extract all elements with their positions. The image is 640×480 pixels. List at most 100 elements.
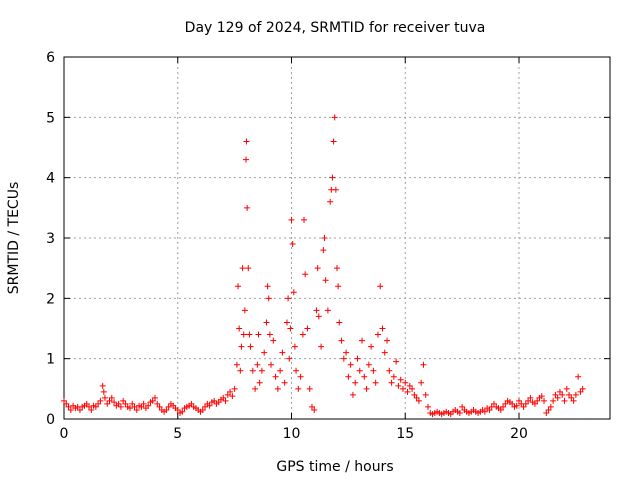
data-point bbox=[247, 343, 254, 350]
data-point bbox=[279, 349, 286, 356]
data-point bbox=[500, 403, 507, 410]
data-point bbox=[490, 400, 497, 407]
data-point bbox=[420, 361, 427, 368]
data-point bbox=[563, 385, 570, 392]
data-point bbox=[329, 174, 336, 181]
y-tick-label: 4 bbox=[46, 171, 55, 187]
data-point bbox=[297, 373, 304, 380]
data-point bbox=[575, 373, 582, 380]
data-point bbox=[149, 397, 156, 404]
y-axis-label: SRMTID / TECUs bbox=[6, 182, 22, 295]
data-point bbox=[76, 406, 83, 413]
data-point bbox=[377, 283, 384, 290]
data-point bbox=[306, 385, 313, 392]
data-point bbox=[287, 325, 294, 332]
data-point bbox=[285, 295, 292, 302]
data-point bbox=[352, 379, 359, 386]
data-point bbox=[211, 397, 218, 404]
data-point bbox=[379, 325, 386, 332]
data-point bbox=[525, 397, 532, 404]
data-point bbox=[106, 397, 113, 404]
data-point bbox=[531, 400, 538, 407]
data-point bbox=[538, 393, 545, 400]
data-point bbox=[238, 343, 245, 350]
data-point bbox=[509, 400, 516, 407]
y-tick-label: 2 bbox=[46, 291, 55, 307]
data-point bbox=[131, 403, 138, 410]
data-point bbox=[552, 391, 559, 398]
data-point bbox=[513, 402, 520, 409]
data-point bbox=[179, 408, 186, 415]
data-point bbox=[577, 388, 584, 395]
data-point bbox=[334, 265, 340, 272]
y-tick-label: 1 bbox=[46, 352, 55, 368]
data-point bbox=[117, 403, 124, 410]
data-point bbox=[311, 406, 318, 413]
y-tick-label: 3 bbox=[46, 231, 55, 247]
data-point bbox=[249, 367, 256, 374]
data-point bbox=[397, 376, 404, 383]
data-point bbox=[356, 367, 363, 374]
x-axis-tick-labels: 0 5 10 15 20 bbox=[60, 426, 528, 442]
x-tick-label: 15 bbox=[396, 426, 414, 442]
data-point bbox=[254, 361, 261, 368]
data-point bbox=[163, 406, 170, 413]
data-point bbox=[343, 349, 350, 356]
data-point bbox=[497, 406, 504, 413]
data-point bbox=[281, 379, 288, 386]
data-point bbox=[206, 402, 213, 409]
data-point bbox=[152, 394, 158, 401]
data-point bbox=[425, 403, 431, 410]
data-point bbox=[252, 385, 259, 392]
grid-lines bbox=[64, 57, 610, 419]
data-point bbox=[402, 379, 409, 386]
data-point bbox=[265, 295, 272, 302]
data-point bbox=[456, 409, 463, 416]
data-point bbox=[406, 382, 413, 389]
data-point bbox=[165, 403, 172, 410]
data-point bbox=[502, 400, 509, 407]
data-point bbox=[188, 400, 195, 407]
data-point bbox=[67, 406, 74, 413]
data-point bbox=[338, 337, 345, 344]
x-axis-label: GPS time / hours bbox=[276, 459, 393, 475]
data-point bbox=[244, 204, 251, 211]
data-point bbox=[156, 403, 163, 410]
data-point bbox=[336, 319, 343, 326]
data-point bbox=[332, 186, 339, 193]
data-point bbox=[227, 388, 234, 395]
data-point bbox=[65, 403, 72, 410]
data-point bbox=[486, 406, 493, 413]
y-tick-label: 5 bbox=[46, 110, 55, 126]
data-point bbox=[301, 216, 308, 223]
x-tick-label: 0 bbox=[60, 426, 69, 442]
data-point bbox=[313, 307, 320, 314]
data-point bbox=[108, 394, 115, 401]
data-point bbox=[243, 138, 250, 145]
data-point bbox=[370, 367, 377, 374]
data-point bbox=[243, 156, 249, 163]
data-point bbox=[404, 388, 411, 395]
data-point bbox=[222, 397, 229, 404]
data-point bbox=[231, 385, 238, 392]
data-point bbox=[270, 337, 277, 344]
x-tick-label: 5 bbox=[173, 426, 182, 442]
data-point bbox=[266, 331, 273, 338]
data-point bbox=[100, 388, 107, 395]
data-point bbox=[286, 355, 293, 362]
data-point bbox=[115, 400, 122, 407]
data-point bbox=[304, 325, 311, 332]
data-point bbox=[229, 393, 236, 400]
data-point bbox=[63, 400, 70, 407]
data-point bbox=[345, 373, 352, 380]
data-point bbox=[361, 373, 368, 380]
data-point bbox=[386, 367, 393, 374]
data-point bbox=[246, 331, 253, 338]
data-point bbox=[237, 367, 244, 374]
y-axis-tick-labels: 0 1 2 3 4 5 6 bbox=[46, 50, 55, 428]
data-point bbox=[543, 409, 550, 416]
data-point bbox=[264, 283, 271, 290]
data-point bbox=[129, 400, 136, 407]
data-point bbox=[363, 385, 370, 392]
